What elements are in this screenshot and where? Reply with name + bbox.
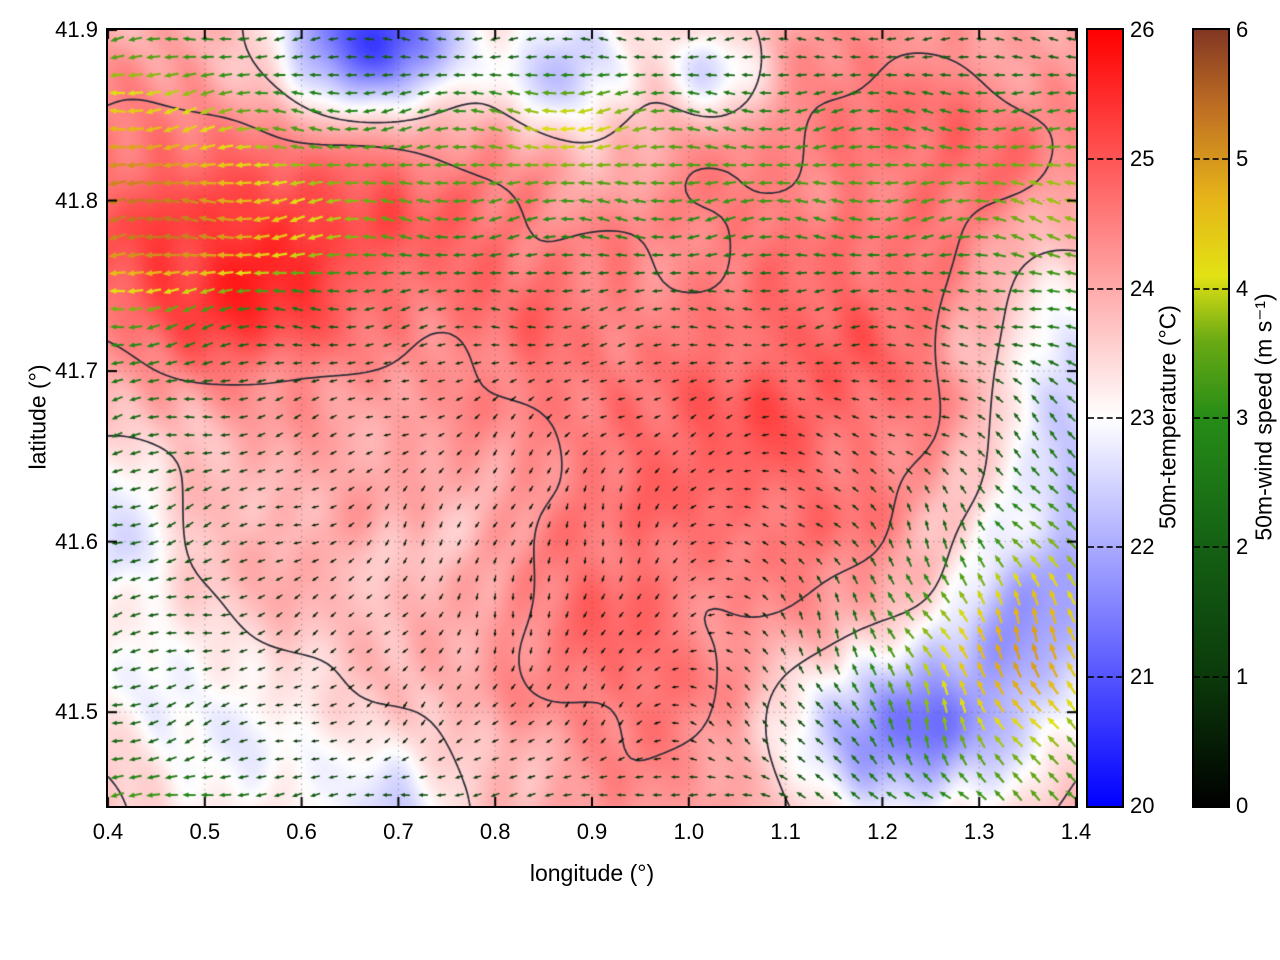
wind-colorbar-tick-label: 1 <box>1236 663 1249 689</box>
wind-colorbar-tick-label: 3 <box>1236 405 1249 430</box>
wind-colorbar-tick-mark <box>1194 417 1228 419</box>
temperature-colorbar-tick-label: 25 <box>1130 146 1155 172</box>
wind-colorbar-tick-label: 0 <box>1236 793 1249 818</box>
x-tick-label: 0.7 <box>383 819 414 844</box>
map-canvas <box>108 30 1076 806</box>
x-tick-label: 1.3 <box>963 819 995 844</box>
x-tick-label: 1.1 <box>770 819 801 844</box>
wind-colorbar-title: 50m-wind speed (m s⁻¹) <box>1250 293 1277 541</box>
temperature-colorbar-title: 50m-temperature (°C) <box>1154 305 1181 529</box>
plot-area <box>106 28 1078 808</box>
x-axis-title: longitude (°) <box>529 860 655 886</box>
temperature-colorbar-tick-label: 21 <box>1130 663 1155 689</box>
wind-colorbar-tick-mark <box>1194 546 1228 549</box>
wind-colorbar-tick-mark <box>1194 675 1228 678</box>
wind-colorbar-tick-mark <box>1194 158 1228 161</box>
x-tick-label: 1.2 <box>867 819 898 844</box>
wind-colorbar-tick-label: 4 <box>1236 275 1249 301</box>
x-tick-label: 1.0 <box>673 819 705 844</box>
x-tick-label: 0.5 <box>189 819 221 844</box>
x-tick-label: 0.6 <box>286 819 317 844</box>
temperature-colorbar-tick-label: 24 <box>1130 275 1155 301</box>
x-tick-label: 1.4 <box>1060 819 1092 844</box>
x-tick-label: 0.8 <box>479 819 511 844</box>
temperature-colorbar-tick-mark <box>1088 287 1122 290</box>
x-tick-label: 0.9 <box>576 819 608 844</box>
temperature-colorbar-tick-label: 23 <box>1130 405 1155 430</box>
wind-colorbar-tick-label: 5 <box>1236 146 1249 172</box>
temperature-colorbar-tick-mark <box>1088 158 1122 161</box>
x-tick-label: 0.4 <box>92 819 124 844</box>
temperature-colorbar-tick-label: 20 <box>1130 793 1155 818</box>
y-tick-label: 41.8 <box>55 187 98 213</box>
y-tick-label: 41.9 <box>55 17 98 42</box>
temperature-colorbar-tick-mark <box>1088 417 1122 419</box>
wind-colorbar-tick-label: 6 <box>1236 17 1249 42</box>
y-tick-label: 41.7 <box>55 358 98 384</box>
wind-colorbar-tick-label: 2 <box>1236 534 1249 560</box>
y-tick-label: 41.5 <box>55 699 98 725</box>
y-tick-label: 41.6 <box>55 528 98 554</box>
wind-colorbar-tick-mark <box>1194 287 1228 290</box>
temperature-colorbar-tick-label: 26 <box>1130 17 1155 42</box>
temperature-colorbar-tick-mark <box>1088 675 1122 678</box>
temperature-colorbar-tick-label: 22 <box>1130 534 1155 560</box>
temperature-colorbar-tick-mark <box>1088 546 1122 549</box>
